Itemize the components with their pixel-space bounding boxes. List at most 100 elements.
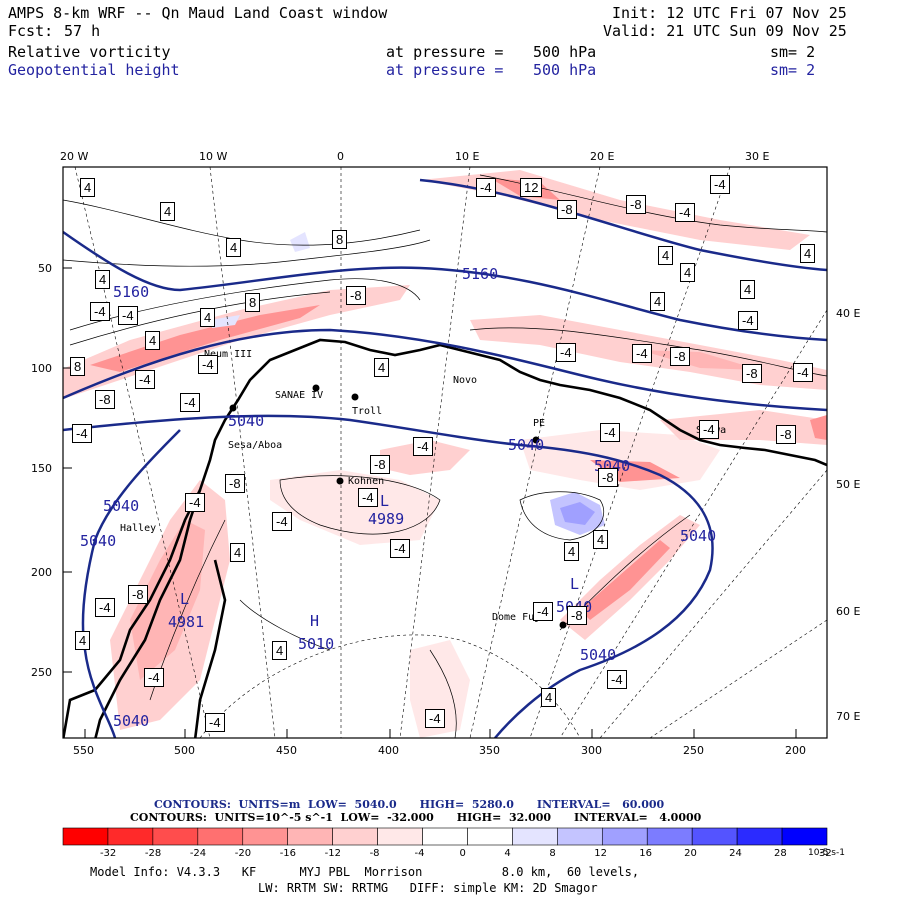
- low-marker: L: [570, 575, 580, 593]
- colorbar-swatch: [62, 827, 109, 846]
- vorticity-contour-label: 8: [70, 357, 86, 376]
- vorticity-contour-label: 4: [230, 543, 246, 562]
- colorbar-tick-label: -32: [99, 848, 117, 859]
- colorbar-tick-label: -4: [414, 848, 425, 859]
- vorticity-contour-label: -4: [185, 493, 205, 512]
- vorticity-contour-label: 4: [75, 631, 91, 650]
- forecast-label: Fcst:: [8, 22, 54, 40]
- x-tick-label: 300: [581, 744, 602, 757]
- colorbar-tick-label: 28: [774, 848, 787, 859]
- vorticity-contour-label: -4: [793, 363, 813, 382]
- colorbar-swatch: [107, 827, 154, 846]
- init-time: Init: 12 UTC Fri 07 Nov 25: [612, 4, 847, 22]
- vorticity-contour-label: 4: [800, 244, 816, 263]
- vorticity-contour-label: -4: [632, 344, 652, 363]
- colorbar-tick-label: -28: [144, 848, 162, 859]
- vorticity-contour-label: -4: [390, 539, 410, 558]
- pressure-label-2: at pressure =: [386, 61, 504, 79]
- vorticity-contour-label: -4: [738, 311, 758, 330]
- vorticity-contour-label: 8: [245, 293, 261, 312]
- vorticity-contour-label: 4: [145, 331, 161, 350]
- height-label: 5040: [680, 527, 717, 545]
- colorbar: [62, 827, 828, 846]
- low-marker: L: [180, 590, 190, 608]
- height-label: 4989: [368, 510, 405, 528]
- x-tick-label: 250: [683, 744, 704, 757]
- axis-ticks: [63, 267, 797, 738]
- height-label: 5040: [508, 436, 545, 454]
- vorticity-contour-label: -4: [180, 393, 200, 412]
- station-dots: [229, 384, 567, 629]
- coastline: [63, 338, 827, 738]
- colorbar-swatch: [691, 827, 738, 846]
- colorbar-tick-label: 4: [504, 848, 511, 859]
- model-info: Model Info: V4.3.3 KF MYJ PBL Morrison 8…: [90, 865, 640, 879]
- vorticity-contour-label: -8: [346, 286, 366, 305]
- y-tick-label: 50: [38, 262, 52, 275]
- vorticity-contour-label: 4: [680, 263, 696, 282]
- colorbar-swatch: [512, 827, 558, 846]
- pressure-value-1: 500 hPa: [533, 43, 597, 61]
- vorticity-contour-label: -4: [144, 668, 164, 687]
- station-label: SANAE IV: [275, 390, 324, 401]
- colorbar-tick-label: -20: [234, 848, 252, 859]
- pressure-value-2: 500 hPa: [533, 61, 597, 79]
- vorticity-contour-label: 4: [200, 308, 216, 327]
- vorticity-contour-label: -4: [425, 709, 445, 728]
- colorbar-tick-label: -8: [369, 848, 380, 859]
- station-label: Kohnen: [348, 476, 385, 487]
- lon-label-right: 40 E: [836, 307, 861, 320]
- colorbar-swatch: [242, 827, 289, 846]
- colorbar-tick-label: 16: [639, 848, 652, 859]
- vorticity-contour-label: -4: [600, 423, 620, 442]
- vorticity-contour-label: -4: [135, 370, 155, 389]
- colorbar-swatch: [601, 827, 648, 846]
- vorticity-contour-label: -8: [557, 200, 577, 219]
- graticule: [74, 167, 827, 738]
- map-frame: [62, 166, 828, 739]
- lon-label-right: 50 E: [836, 478, 861, 491]
- vorticity-contour-label: -8: [776, 425, 796, 444]
- field-vorticity: Relative vorticity: [8, 43, 171, 61]
- vorticity-contour-label: 4: [374, 358, 390, 377]
- vorticity-contour-label: 4: [160, 202, 176, 221]
- lon-label-right: 60 E: [836, 605, 861, 618]
- colorbar-units: 10-5 s-1: [808, 848, 845, 858]
- station-label: Halley: [120, 523, 157, 534]
- lon-label: 30 E: [745, 150, 770, 163]
- vorticity-contour-label: -4: [699, 420, 719, 439]
- height-contours: [63, 178, 827, 738]
- height-label: 5010: [298, 635, 335, 653]
- vorticity-contour-label: 4: [658, 246, 674, 265]
- x-tick-label: 500: [174, 744, 195, 757]
- x-tick-label: 550: [73, 744, 94, 757]
- station-label: Sesa/Aboa: [228, 440, 283, 451]
- low-marker: L: [380, 492, 390, 510]
- colorbar-tick-label: 24: [729, 848, 742, 859]
- vorticity-contour-label: 12: [520, 178, 543, 197]
- vorticity-contour-label: -4: [72, 424, 92, 443]
- field-height: Geopotential height: [8, 61, 180, 79]
- colorbar-tick-label: -12: [324, 848, 341, 859]
- vorticity-contour-label: -4: [358, 488, 378, 507]
- lon-label: 0: [337, 150, 344, 163]
- y-tick-label: 200: [31, 566, 52, 579]
- y-tick-label: 100: [31, 362, 52, 375]
- colorbar-tick-label: 12: [594, 848, 608, 859]
- x-tick-label: 400: [378, 744, 399, 757]
- vorticity-contour-label: -8: [742, 364, 762, 383]
- vorticity-contour-label: -4: [205, 713, 225, 732]
- station-label: Novo: [453, 375, 478, 386]
- vorticity-contour-label: -8: [225, 474, 245, 493]
- vorticity-contour-label: -8: [598, 468, 618, 487]
- lon-label-right: 70 E: [836, 710, 861, 723]
- height-label: 5040: [80, 532, 117, 550]
- colorbar-tick-label: 32: [819, 848, 832, 859]
- lon-label: 20 W: [60, 150, 89, 163]
- vorticity-contour-label: 4: [272, 641, 288, 660]
- vorticity-shading: [63, 170, 827, 738]
- vorticity-contour-label: -4: [95, 598, 115, 617]
- vorticity-contour-label: -8: [670, 347, 690, 366]
- colorbar-swatch: [422, 827, 468, 846]
- physics-info: LW: RRTM SW: RRTMG DIFF: simple KM: 2D S…: [258, 881, 598, 895]
